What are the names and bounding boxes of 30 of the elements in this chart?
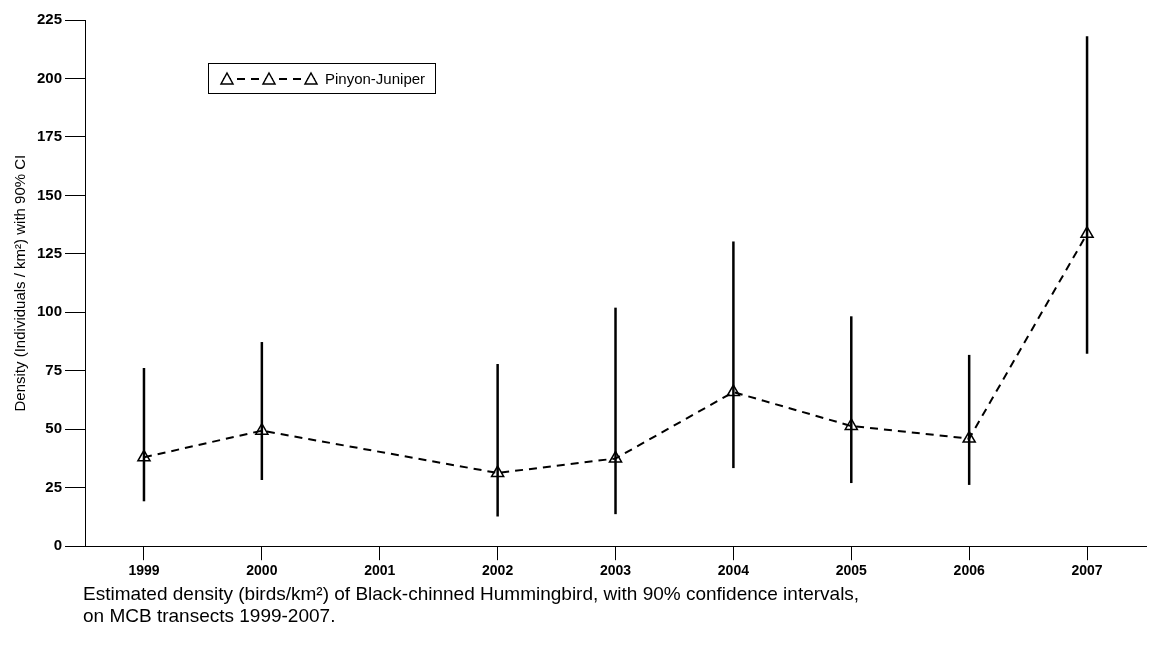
text: Estimated density (birds/km²) of Black-chinned Hummingbird, with 90% confidence intervals, on MCB transects 1999-2007. bbox=[83, 583, 861, 627]
point bbox=[726, 384, 741, 397]
x-tick-label: 2006 bbox=[953, 562, 985, 579]
point bbox=[255, 422, 269, 435]
y-tick-label: 100 bbox=[37, 302, 63, 320]
legend-label: Pinyon-Juniper bbox=[325, 70, 426, 87]
x-tick-label: 2005 bbox=[835, 562, 868, 579]
y-tick-label: 25 bbox=[45, 477, 63, 495]
x-tick-label: 2000 bbox=[246, 562, 278, 579]
x-tick-label: 2002 bbox=[482, 562, 514, 579]
x-tick-label: 2001 bbox=[364, 562, 396, 579]
point bbox=[1080, 226, 1094, 238]
x-tick-label: 2004 bbox=[717, 562, 750, 579]
y-tick-label: 175 bbox=[37, 127, 63, 145]
y-tick-label: 0 bbox=[53, 536, 63, 554]
point bbox=[490, 465, 505, 478]
x-tick-label: 1999 bbox=[128, 562, 160, 579]
y-tick-label: 125 bbox=[37, 244, 63, 262]
point bbox=[137, 449, 151, 462]
point bbox=[608, 450, 623, 463]
x-tick-label: 2007 bbox=[1071, 562, 1103, 579]
y-tick-label: 75 bbox=[45, 360, 63, 378]
point bbox=[844, 418, 859, 431]
y-tick-label: 225 bbox=[37, 10, 63, 28]
y-tick-label: 200 bbox=[37, 68, 63, 86]
x-tick-label: 2003 bbox=[599, 562, 632, 579]
y-axis-title: Density (Individuals / km²) with 90% CI bbox=[11, 154, 29, 412]
y-tick-label: 150 bbox=[37, 185, 63, 203]
y-tick-label: 50 bbox=[45, 419, 63, 437]
point bbox=[962, 430, 976, 443]
